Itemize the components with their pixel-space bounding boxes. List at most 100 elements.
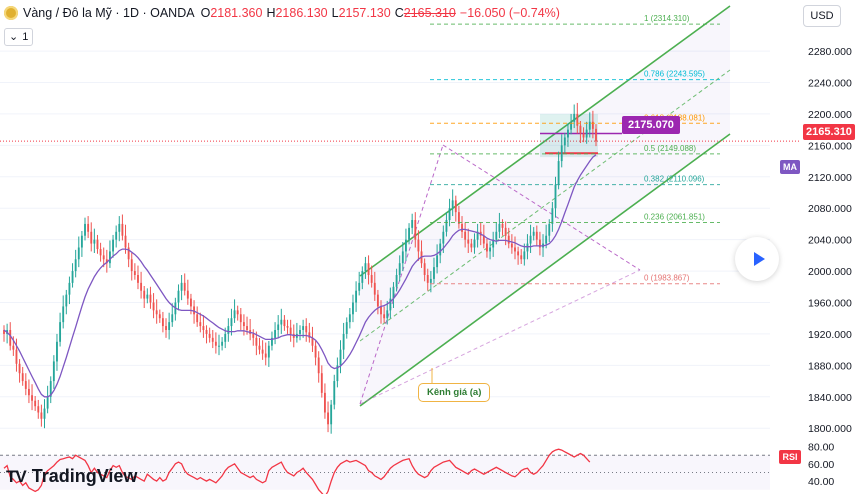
- candle-body: [323, 392, 326, 413]
- close-label: C: [394, 6, 404, 20]
- candle-body: [65, 294, 68, 307]
- candle-body: [548, 223, 551, 236]
- candle-body: [333, 381, 336, 405]
- candle-body: [591, 121, 594, 129]
- price-tick: 1920.000: [808, 329, 852, 341]
- open-label: O: [200, 6, 211, 20]
- price-tick: 1800.000: [808, 423, 852, 435]
- candle-body: [271, 337, 273, 346]
- candle-body: [193, 306, 195, 315]
- candle-body: [311, 337, 314, 346]
- candle-body: [137, 275, 139, 283]
- candle-body: [551, 208, 554, 224]
- candle-body: [152, 302, 155, 311]
- price-tick: 2080.000: [808, 203, 852, 215]
- candle-body: [557, 161, 560, 185]
- candle-body: [218, 345, 220, 347]
- candle-body: [52, 361, 55, 382]
- candle-body: [442, 231, 445, 244]
- fib-anchor-line-1: [359, 144, 444, 405]
- price-tick: 2200.000: [808, 109, 852, 121]
- candle-body: [221, 341, 224, 346]
- candle-body: [283, 319, 286, 327]
- candle-body: [342, 333, 345, 350]
- candle-body: [227, 326, 230, 334]
- candle-body: [133, 271, 136, 275]
- candle-body: [336, 365, 339, 382]
- candle-body: [258, 345, 261, 350]
- candle-body: [264, 353, 267, 358]
- low-label: L: [331, 6, 339, 20]
- candle-body: [9, 330, 12, 346]
- low-value: 2157.130: [338, 6, 391, 20]
- rsi-polyline: [3, 448, 591, 498]
- candle-body: [595, 128, 597, 142]
- candle-body: [190, 298, 192, 307]
- candle-body: [146, 294, 149, 299]
- candle-body: [389, 298, 392, 311]
- candle-body: [149, 294, 152, 303]
- logo-mark: TV: [6, 466, 27, 486]
- candle-body: [545, 235, 548, 244]
- candle-body: [514, 247, 516, 252]
- candle-body: [414, 220, 417, 240]
- candle-body: [433, 267, 435, 279]
- candle-body: [196, 314, 199, 323]
- candle-body: [99, 249, 102, 256]
- candle-body: [582, 133, 585, 138]
- candle-body: [330, 404, 333, 425]
- candle-body: [492, 239, 495, 248]
- candle-body: [118, 223, 121, 232]
- candle-body: [429, 278, 432, 283]
- candle-body: [208, 333, 211, 338]
- candle-body: [305, 326, 308, 333]
- candle-body: [302, 326, 305, 330]
- fib-anchor-line-3: [359, 269, 641, 405]
- candle-body: [386, 310, 389, 319]
- candle-body: [130, 259, 133, 272]
- candle-body: [242, 322, 245, 327]
- candle-body: [588, 121, 591, 130]
- candle-body: [27, 388, 30, 396]
- legend-toggle[interactable]: ⌄ 1: [4, 28, 34, 46]
- candle-body: [579, 125, 582, 134]
- candle-body: [367, 263, 370, 275]
- candle-body: [426, 275, 429, 283]
- candle-body: [31, 395, 33, 401]
- candle-body: [115, 231, 118, 240]
- candle-body: [18, 363, 21, 374]
- candle-body: [417, 239, 420, 252]
- candle-body: [77, 247, 80, 260]
- candle-body: [482, 235, 485, 244]
- candle-body: [476, 231, 479, 240]
- candle-body: [408, 227, 410, 240]
- candle-body: [405, 239, 407, 252]
- candle-body: [398, 263, 401, 275]
- candle-body: [43, 408, 46, 419]
- play-button[interactable]: [735, 237, 779, 281]
- candle-body: [355, 290, 358, 303]
- high-label: H: [266, 6, 276, 20]
- fib-label-0_786: 0.786 (2243.595): [644, 70, 705, 79]
- gold-coin-icon: [4, 6, 18, 20]
- fib-anchor-line-2: [442, 144, 641, 271]
- candle-body: [289, 327, 292, 334]
- currency-button[interactable]: USD: [803, 5, 841, 27]
- candle-body: [143, 290, 146, 299]
- candle-body: [158, 314, 161, 319]
- candle-body: [523, 251, 526, 260]
- candle-body: [560, 145, 563, 162]
- candle-body: [96, 239, 99, 250]
- candle-body: [59, 322, 62, 342]
- symbol-title[interactable]: Vàng / Đô la Mỹ · 1D · OANDA: [23, 6, 195, 20]
- candle-body: [161, 318, 164, 327]
- candle-body: [361, 271, 364, 283]
- candle-body: [401, 251, 404, 264]
- candle-body: [554, 184, 557, 209]
- candle-body: [504, 227, 507, 236]
- candle-body: [224, 333, 227, 342]
- candle-body: [501, 223, 504, 228]
- candle-body: [49, 381, 52, 397]
- candle-body: [576, 113, 579, 126]
